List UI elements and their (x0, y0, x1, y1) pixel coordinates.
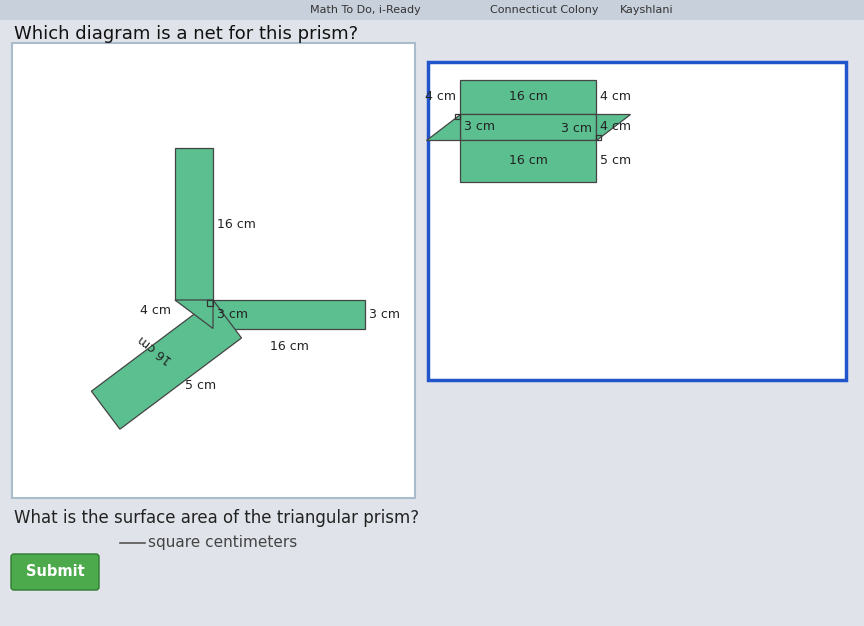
Polygon shape (175, 300, 213, 329)
Text: square centimeters: square centimeters (148, 535, 297, 550)
Bar (596, 135, 601, 140)
Polygon shape (460, 80, 596, 114)
Text: 3 cm: 3 cm (217, 308, 248, 321)
Text: 3 cm: 3 cm (464, 120, 495, 133)
Text: 3 cm: 3 cm (369, 308, 400, 321)
Text: 16 cm: 16 cm (509, 154, 548, 167)
Text: 4 cm: 4 cm (140, 304, 171, 317)
Text: Connecticut Colony: Connecticut Colony (490, 5, 599, 15)
Text: Math To Do, i-Ready: Math To Do, i-Ready (310, 5, 421, 15)
Text: 4 cm: 4 cm (600, 120, 631, 133)
Polygon shape (460, 140, 596, 182)
Bar (207, 300, 213, 306)
Text: 4 cm: 4 cm (425, 91, 456, 103)
Polygon shape (426, 114, 460, 140)
Polygon shape (596, 114, 630, 140)
Text: 16 cm: 16 cm (136, 333, 175, 366)
Text: 16 cm: 16 cm (217, 217, 256, 230)
Text: What is the surface area of the triangular prism?: What is the surface area of the triangul… (14, 509, 419, 527)
Polygon shape (175, 148, 213, 300)
Text: 3 cm: 3 cm (561, 123, 592, 135)
FancyBboxPatch shape (11, 554, 99, 590)
Text: 4 cm: 4 cm (600, 91, 631, 103)
Text: Which diagram is a net for this prism?: Which diagram is a net for this prism? (14, 25, 358, 43)
Text: 5 cm: 5 cm (600, 154, 631, 167)
Text: 16 cm: 16 cm (270, 341, 308, 354)
FancyBboxPatch shape (428, 62, 846, 380)
Bar (455, 114, 460, 119)
Text: 16 cm: 16 cm (509, 91, 548, 103)
Text: 5 cm: 5 cm (185, 379, 216, 392)
Text: Kayshlani: Kayshlani (620, 5, 674, 15)
Polygon shape (460, 114, 596, 140)
Polygon shape (92, 300, 242, 429)
Polygon shape (213, 300, 365, 329)
Text: Submit: Submit (26, 565, 85, 580)
FancyBboxPatch shape (0, 0, 864, 20)
FancyBboxPatch shape (12, 43, 415, 498)
